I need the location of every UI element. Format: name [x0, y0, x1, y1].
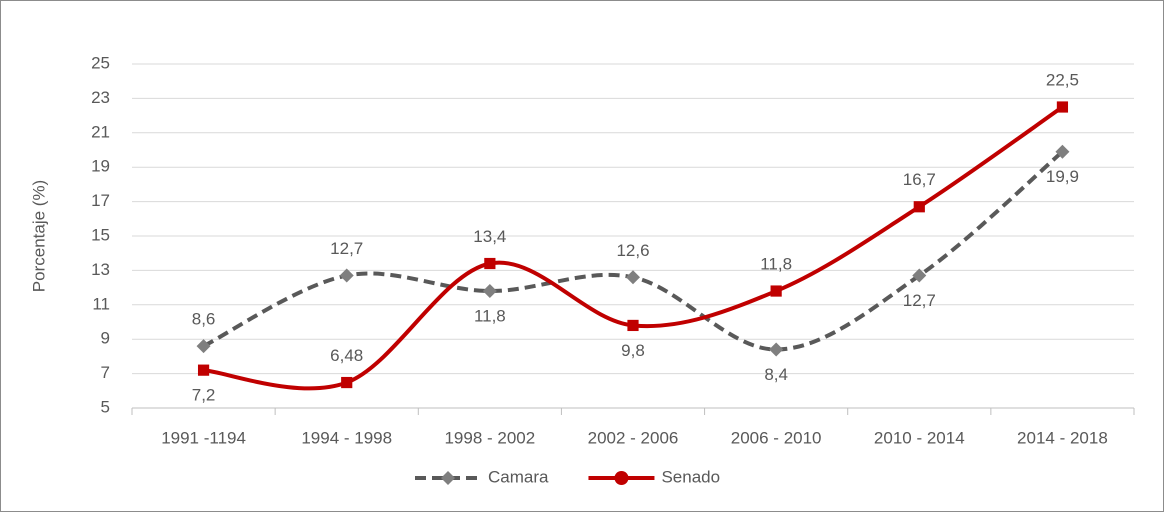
data-label: 11,8 [474, 307, 506, 326]
x-tick-label: 1998 - 2002 [444, 428, 535, 447]
legend-label: Senado [661, 467, 720, 486]
legend-marker [441, 471, 455, 485]
legend-marker [614, 471, 629, 485]
y-tick-label: 13 [91, 260, 110, 279]
y-tick-label: 25 [91, 53, 110, 72]
data-label: 12,7 [903, 291, 936, 310]
legend-label: Camara [488, 467, 549, 486]
y-tick-label: 19 [91, 157, 110, 176]
data-label: 22,5 [1046, 70, 1079, 89]
x-tick-label: 2014 - 2018 [1017, 428, 1108, 447]
data-label: 12,6 [616, 241, 649, 260]
data-label: 8,4 [764, 365, 788, 384]
data-label: 9,8 [621, 341, 645, 360]
y-tick-label: 23 [91, 88, 110, 107]
x-tick-label: 2006 - 2010 [731, 428, 822, 447]
x-tick-label: 2010 - 2014 [874, 428, 965, 447]
data-point [770, 285, 782, 297]
data-point [341, 376, 353, 389]
y-tick-label: 15 [91, 225, 110, 244]
y-tick-label: 5 [101, 397, 110, 416]
data-point [1056, 101, 1069, 113]
data-label: 7,2 [192, 386, 216, 405]
y-tick-label: 7 [101, 363, 110, 382]
data-point [626, 270, 640, 285]
data-point [196, 339, 211, 354]
data-point [769, 342, 784, 357]
x-tick-label: 2002 - 2006 [588, 428, 679, 447]
data-point [339, 268, 354, 283]
x-tick-label: 1991 -1194 [161, 428, 246, 447]
data-point [913, 201, 925, 213]
y-axis-label: Porcentaje (%) [29, 180, 48, 292]
data-point [484, 257, 496, 270]
y-tick-label: 11 [92, 294, 110, 313]
data-label: 6,48 [330, 346, 363, 365]
y-tick-label: 17 [91, 191, 110, 210]
data-point [627, 319, 639, 332]
data-label: 19,9 [1046, 167, 1079, 186]
data-point [912, 268, 927, 283]
data-label: 8,6 [192, 310, 216, 329]
y-tick-label: 9 [101, 329, 110, 348]
data-label: 11,8 [760, 255, 792, 274]
y-tick-label: 21 [91, 122, 110, 141]
data-point [482, 284, 497, 299]
data-label: 16,7 [903, 170, 936, 189]
x-tick-label: 1994 - 1998 [301, 428, 392, 447]
data-point [1055, 144, 1070, 159]
data-point [197, 364, 210, 376]
data-label: 12,7 [330, 239, 363, 258]
data-label: 13,4 [473, 227, 506, 246]
